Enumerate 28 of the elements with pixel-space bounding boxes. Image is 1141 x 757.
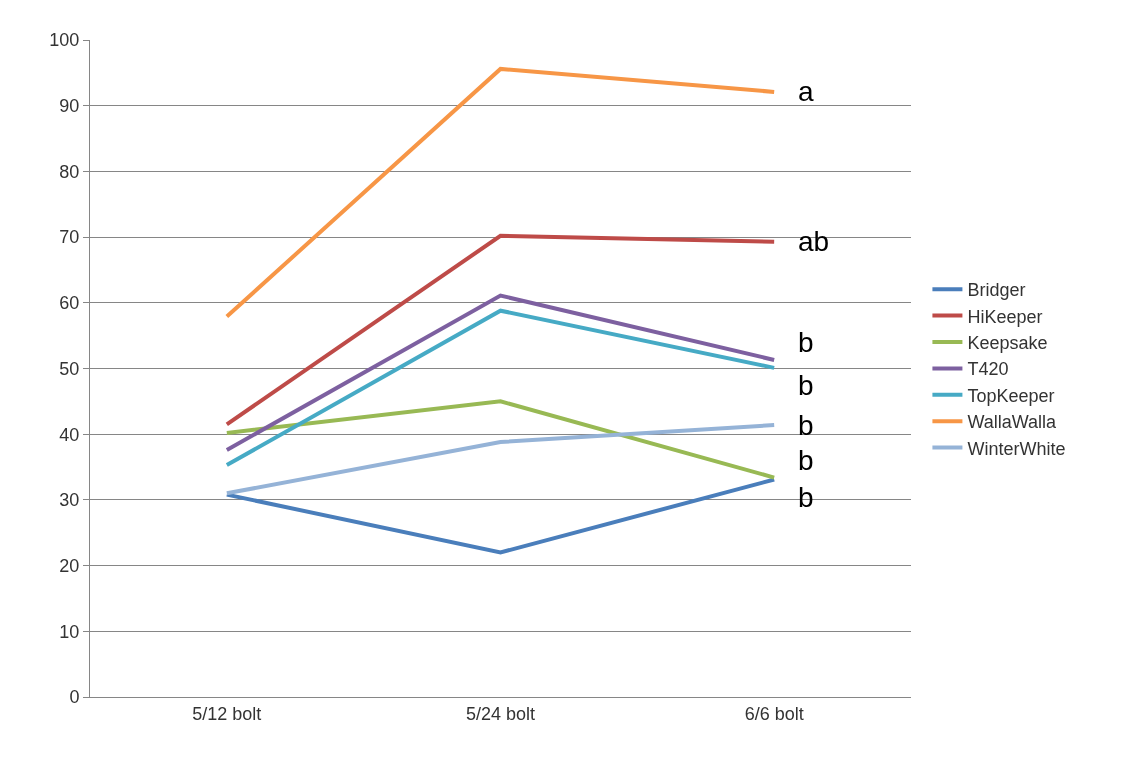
annotation: b	[798, 370, 814, 401]
y-tick-label: 50	[59, 358, 80, 379]
y-tick-label: 70	[59, 227, 80, 248]
legend-label: Keepsake	[967, 333, 1048, 354]
y-tick-label: 20	[59, 555, 80, 576]
legend-label: TopKeeper	[967, 385, 1055, 406]
annotation: b	[798, 410, 814, 441]
y-tick-label: 30	[59, 490, 80, 511]
annotation: b	[798, 327, 814, 358]
x-tick-label: 5/12 bolt	[192, 703, 262, 724]
legend-label: HiKeeper	[967, 306, 1043, 327]
legend-label: Bridger	[967, 280, 1026, 301]
annotation: ab	[798, 226, 830, 257]
y-tick-label: 10	[59, 621, 80, 642]
annotation: b	[798, 482, 814, 513]
y-tick-label: 0	[69, 687, 80, 708]
y-tick-label: 100	[49, 30, 80, 51]
y-tick-label: 60	[59, 293, 80, 314]
legend-label: T420	[967, 359, 1009, 380]
legend-label: WinterWhite	[967, 438, 1066, 459]
y-tick-label: 90	[59, 96, 80, 116]
legend-label: WallaWalla	[967, 412, 1058, 433]
y-tick-label: 80	[59, 161, 80, 182]
annotation: a	[798, 76, 814, 107]
y-tick-label: 40	[59, 424, 80, 445]
annotation: b	[798, 445, 814, 476]
x-tick-label: 6/6 bolt	[744, 703, 804, 724]
x-tick-label: 5/24 bolt	[465, 703, 536, 724]
